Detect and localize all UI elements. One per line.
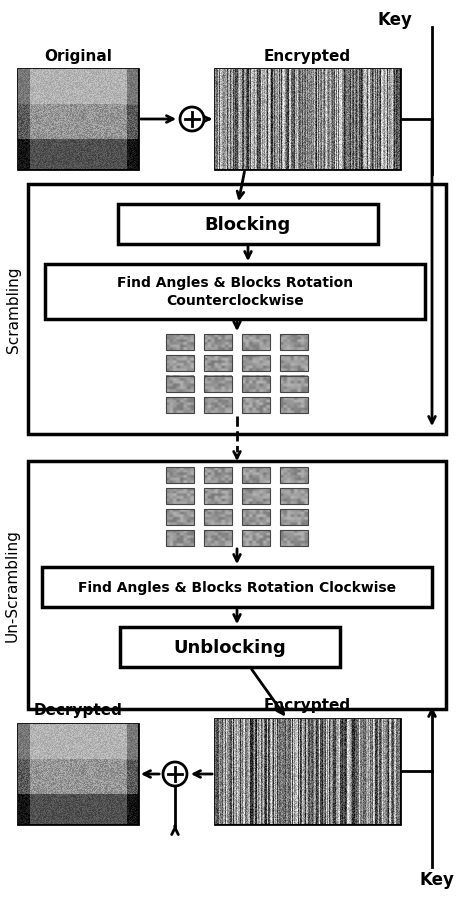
Bar: [42, 567, 432, 608]
Text: Original: Original: [44, 49, 112, 63]
Bar: [242, 377, 270, 393]
Bar: [204, 468, 232, 483]
Bar: [204, 509, 232, 526]
Bar: [242, 489, 270, 505]
Bar: [166, 335, 194, 350]
Bar: [215, 719, 400, 824]
Text: Blocking: Blocking: [205, 216, 291, 234]
Bar: [280, 509, 308, 526]
Bar: [18, 724, 138, 824]
Bar: [280, 530, 308, 546]
Bar: [166, 377, 194, 393]
Bar: [166, 397, 194, 414]
Bar: [242, 509, 270, 526]
Bar: [280, 397, 308, 414]
Circle shape: [180, 107, 204, 132]
Text: Un-Scrambling: Un-Scrambling: [4, 529, 19, 642]
Text: Find Angles & Blocks Rotation: Find Angles & Blocks Rotation: [117, 275, 353, 290]
Bar: [242, 530, 270, 546]
Text: Decrypted: Decrypted: [34, 703, 122, 718]
Bar: [166, 356, 194, 372]
Bar: [242, 397, 270, 414]
Bar: [242, 335, 270, 350]
Bar: [204, 356, 232, 372]
Bar: [242, 468, 270, 483]
Text: Encrypted: Encrypted: [264, 49, 351, 63]
Text: Key: Key: [378, 11, 412, 29]
Bar: [28, 461, 446, 709]
Bar: [204, 335, 232, 350]
Bar: [166, 468, 194, 483]
Text: Counterclockwise: Counterclockwise: [166, 293, 304, 308]
Circle shape: [163, 762, 187, 787]
Bar: [280, 335, 308, 350]
Bar: [215, 70, 400, 170]
Bar: [18, 70, 138, 170]
Bar: [166, 530, 194, 546]
Bar: [45, 265, 425, 320]
Text: Encrypted: Encrypted: [264, 698, 351, 712]
Bar: [280, 468, 308, 483]
Bar: [280, 489, 308, 505]
Text: Key: Key: [419, 870, 455, 888]
Text: Find Angles & Blocks Rotation Clockwise: Find Angles & Blocks Rotation Clockwise: [78, 581, 396, 594]
Bar: [280, 356, 308, 372]
Text: Scrambling: Scrambling: [7, 266, 21, 353]
Bar: [280, 377, 308, 393]
Bar: [120, 628, 340, 667]
Bar: [28, 185, 446, 434]
Bar: [204, 530, 232, 546]
Bar: [166, 489, 194, 505]
Bar: [204, 489, 232, 505]
Bar: [242, 356, 270, 372]
Bar: [166, 509, 194, 526]
Text: Unblocking: Unblocking: [173, 638, 286, 656]
Bar: [118, 205, 378, 245]
Bar: [204, 377, 232, 393]
Bar: [204, 397, 232, 414]
